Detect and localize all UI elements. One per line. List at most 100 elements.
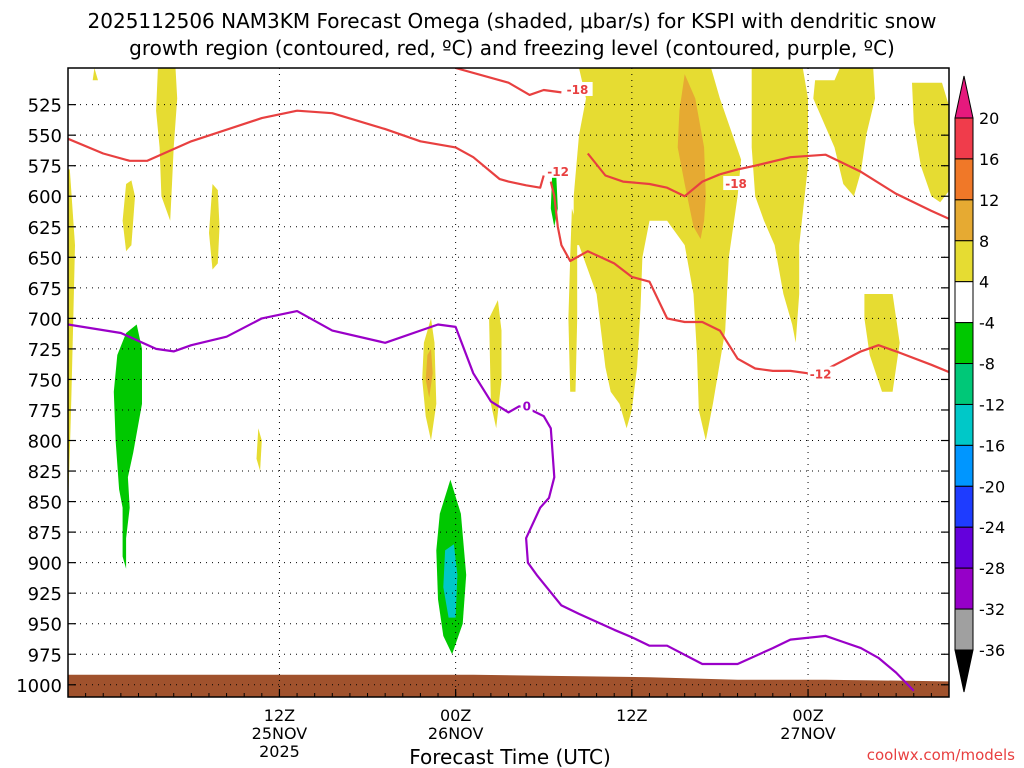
plot-area xyxy=(68,68,949,697)
contour-label-3: -12 xyxy=(810,368,832,382)
omega-region-12 xyxy=(912,82,949,203)
omega-region-6 xyxy=(256,428,262,471)
colorbar-swatch-4 xyxy=(954,281,974,324)
colorbar-label-8: -16 xyxy=(979,436,1005,455)
y-tick-label-875: 875 xyxy=(28,523,62,544)
x-tick-date-9: 25NOV xyxy=(252,724,308,743)
colorbar-label-7: -12 xyxy=(979,395,1005,414)
colorbar-label-3: 8 xyxy=(979,232,989,251)
omega-region-1 xyxy=(92,68,98,81)
colorbar-swatch-10 xyxy=(954,526,974,569)
y-tick-label-900: 900 xyxy=(28,554,62,575)
omega-region-7 xyxy=(489,300,502,429)
contour-labels: -18 -18 -12 -12 0 xyxy=(520,81,836,413)
contour-label-6: 0 xyxy=(523,399,531,413)
colorbar-label-6: -8 xyxy=(979,355,995,374)
watermark: coolwx.com/models xyxy=(867,746,1015,764)
colorbar-label-11: -28 xyxy=(979,559,1005,578)
omega-region-11 xyxy=(813,68,875,197)
omega-region-2 xyxy=(156,68,178,221)
omega-region-15 xyxy=(425,348,433,398)
y-tick-label-925: 925 xyxy=(28,584,62,605)
colorbar-swatch-8 xyxy=(954,444,974,487)
temperature-contours xyxy=(68,68,949,692)
x-tick-label-9: 12Z xyxy=(264,706,295,725)
contour-label-bg-6 xyxy=(520,398,533,413)
y-tick-label-750: 750 xyxy=(28,370,62,391)
x-tick-label-19: 00Z xyxy=(440,706,471,725)
colorbar-swatch-7 xyxy=(954,403,974,446)
colorbar-swatch-1 xyxy=(954,158,974,201)
y-tick-label-975: 975 xyxy=(28,645,62,666)
contour-1 xyxy=(586,152,721,198)
x-tick-label-29: 12Z xyxy=(616,706,647,725)
colorbar-bottom-cap xyxy=(954,649,974,693)
plot-background xyxy=(68,68,949,697)
y-tick-label-700: 700 xyxy=(28,309,62,330)
colorbar-top-cap xyxy=(954,75,974,119)
omega-region-14 xyxy=(677,74,706,239)
contour-4 xyxy=(825,344,949,374)
y-tick-label-600: 600 xyxy=(28,187,62,208)
chart-title-line2: growth region (contoured, red, ºC) and f… xyxy=(129,36,895,60)
contour-0 xyxy=(455,68,562,97)
contour-5 xyxy=(719,153,949,221)
omega-region-16 xyxy=(113,324,142,569)
contour-label-0: -18 xyxy=(567,83,589,97)
colorbar-label-10: -24 xyxy=(979,518,1005,537)
contour-label-bg-1 xyxy=(723,176,752,191)
omega-region-10 xyxy=(751,68,808,343)
omega-region-4 xyxy=(209,184,220,270)
colorbar-swatch-5 xyxy=(954,322,974,365)
contour-2 xyxy=(68,109,545,189)
colorbar-swatch-12 xyxy=(954,608,974,651)
x-tick-year-9: 2025 xyxy=(259,742,300,761)
contour-3 xyxy=(549,181,809,375)
colorbar-label-4: 4 xyxy=(979,273,989,292)
omega-region-0 xyxy=(68,169,75,508)
contour-label-2: -12 xyxy=(547,165,569,179)
y-tick-label-525: 525 xyxy=(28,96,62,117)
y-axis: 525 550 575 600 625 650 675 700 725 750 775 800 825 8… xyxy=(16,96,949,697)
y-tick-label-775: 775 xyxy=(28,401,62,422)
chart-title-line1: 2025112506 NAM3KM Forecast Omega (shaded… xyxy=(88,9,937,33)
y-tick-label-725: 725 xyxy=(28,340,62,361)
contour-label-bg-2 xyxy=(545,163,574,178)
contour-label-bg-0 xyxy=(564,81,593,96)
terrain-fill xyxy=(68,674,949,697)
colorbar-label-13: -36 xyxy=(979,641,1005,660)
x-tick-label-39: 00Z xyxy=(792,706,823,725)
y-tick-label-575: 575 xyxy=(28,157,62,178)
y-tick-label-950: 950 xyxy=(28,615,62,636)
colorbar-swatch-2 xyxy=(954,199,974,242)
contour-label-1: -18 xyxy=(725,177,747,191)
colorbar-swatch-9 xyxy=(954,485,974,528)
y-tick-label-800: 800 xyxy=(28,432,62,453)
colorbar: 20 16 12 8 4 -4 -8 -12 -16 -20 -24 -28 -32 -36 xyxy=(954,75,1005,693)
omega-shading xyxy=(68,68,949,655)
omega-region-9 xyxy=(568,208,578,392)
colorbar-label-2: 12 xyxy=(979,191,999,210)
y-tick-label-650: 650 xyxy=(28,248,62,269)
x-tick-date-39: 27NOV xyxy=(780,724,836,743)
colorbar-swatch-11 xyxy=(954,567,974,610)
x-axis-label: Forecast Time (UTC) xyxy=(409,745,611,768)
y-tick-label-825: 825 xyxy=(28,462,62,483)
colorbar-label-0: 20 xyxy=(979,109,999,128)
colorbar-label-9: -20 xyxy=(979,477,1005,496)
y-tick-label-1000: 1000 xyxy=(16,676,62,697)
colorbar-label-12: -32 xyxy=(979,600,1005,619)
terrain-surface xyxy=(68,674,949,697)
colorbar-label-5: -4 xyxy=(979,314,995,333)
contour-6 xyxy=(68,310,915,692)
colorbar-swatch-0 xyxy=(954,117,974,160)
x-tick-date-19: 26NOV xyxy=(428,724,484,743)
colorbar-swatch-3 xyxy=(954,240,974,283)
y-tick-label-625: 625 xyxy=(28,218,62,239)
y-tick-label-550: 550 xyxy=(28,126,62,147)
colorbar-swatch-6 xyxy=(954,363,974,405)
colorbar-label-1: 16 xyxy=(979,150,999,169)
y-tick-label-675: 675 xyxy=(28,279,62,300)
